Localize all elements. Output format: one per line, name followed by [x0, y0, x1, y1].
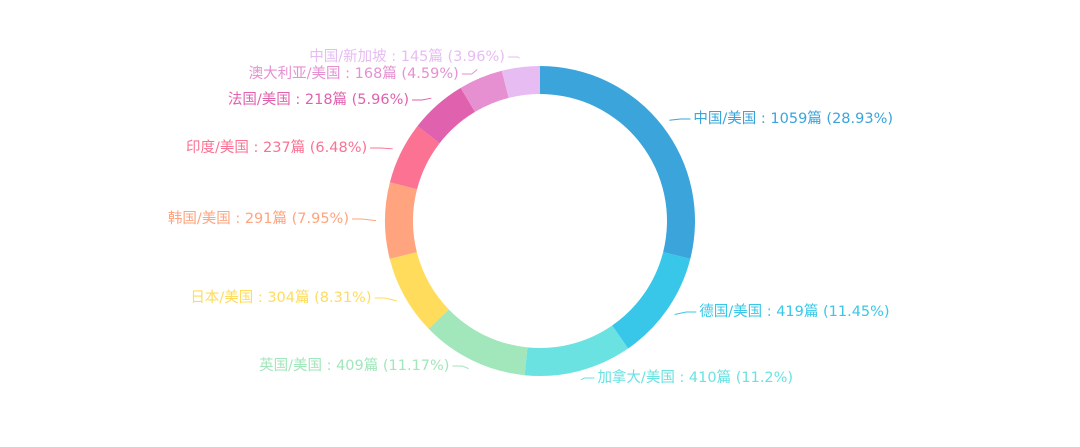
leader-line-1	[669, 118, 691, 121]
leader-line-3	[580, 377, 595, 381]
donut-slice-10[interactable]	[501, 66, 540, 98]
slice-label-10: 中国/新加坡 : 145篇 (3.96%)	[309, 47, 505, 65]
donut-slice-5[interactable]	[389, 252, 449, 329]
slice-label-5: 日本/美国 : 304篇 (8.31%)	[190, 288, 371, 306]
slice-label-4: 英国/美国 : 409篇 (11.17%)	[259, 356, 449, 374]
slice-label-8: 法国/美国 : 218篇 (5.96%)	[228, 90, 409, 108]
donut-slice-7[interactable]	[389, 126, 440, 190]
slice-label-2: 德国/美国 : 419篇 (11.45%)	[699, 302, 889, 320]
leader-line-6	[352, 218, 377, 222]
leader-line-4	[452, 365, 469, 370]
slice-label-3: 加拿大/美国 : 410篇 (11.2%)	[597, 368, 793, 386]
slice-label-6: 韩国/美国 : 291篇 (7.95%)	[168, 209, 349, 227]
leader-line-2	[674, 311, 697, 316]
donut-slice-8[interactable]	[417, 87, 475, 144]
donut-slice-4[interactable]	[428, 309, 528, 376]
slice-label-9: 澳大利亚/美国 : 168篇 (4.59%)	[249, 64, 459, 82]
donut-slice-3[interactable]	[524, 325, 629, 376]
slice-label-7: 印度/美国 : 237篇 (6.48%)	[186, 138, 367, 156]
slice-label-1: 中国/美国 : 1059篇 (28.93%)	[693, 109, 893, 127]
leader-line-10	[507, 56, 520, 59]
donut-slice-6[interactable]	[385, 182, 418, 259]
donut-slice-1[interactable]	[540, 66, 695, 259]
leader-line-5	[374, 297, 397, 302]
leader-line-9	[461, 69, 478, 75]
donut-slice-2[interactable]	[612, 252, 691, 349]
leader-line-8	[412, 97, 432, 101]
leader-line-7	[370, 147, 393, 150]
donut-slice-9[interactable]	[460, 70, 509, 112]
